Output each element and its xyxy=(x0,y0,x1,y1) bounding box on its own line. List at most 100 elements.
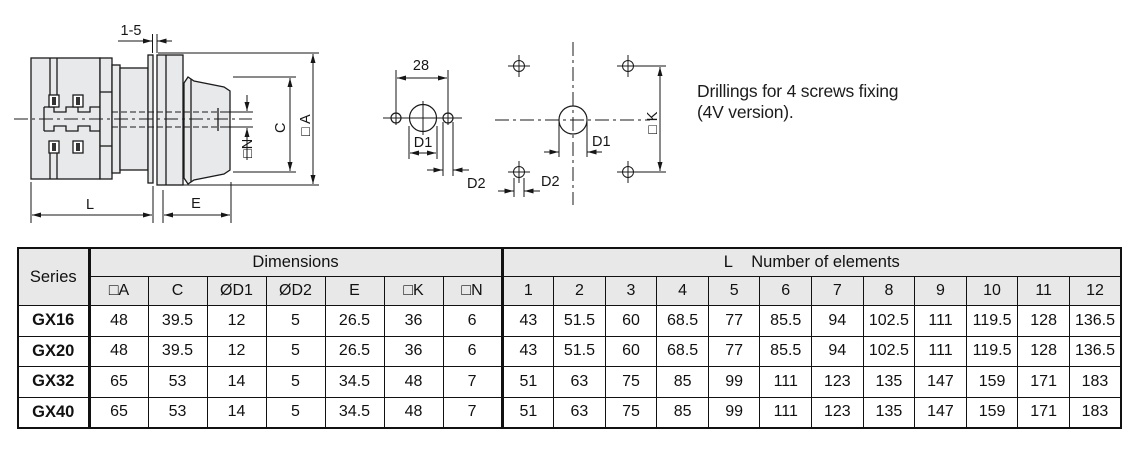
length-value-cell: 135 xyxy=(862,396,916,428)
length-value-cell: 111 xyxy=(759,366,813,398)
dimension-value-cell: 5 xyxy=(265,335,326,367)
length-value-cell: 94 xyxy=(811,335,864,367)
length-value-cell: 123 xyxy=(811,396,864,428)
dimension-value-cell: 5 xyxy=(265,366,326,398)
length-value-cell: 75 xyxy=(604,366,658,398)
length-value-cell: 60 xyxy=(604,335,658,367)
element-count-header: 7 xyxy=(811,276,864,306)
dimensions-table: Series Dimensions L Number of elements □… xyxy=(17,247,1122,429)
element-count-header: 2 xyxy=(553,276,606,306)
length-value-cell: 51.5 xyxy=(553,305,606,337)
dimension-value-cell: 48 xyxy=(87,305,149,337)
dim-label-d1: D1 xyxy=(414,135,433,151)
element-count-header: 8 xyxy=(862,276,916,306)
dim-column-header: E xyxy=(324,276,385,306)
element-count-header: 9 xyxy=(914,276,967,306)
element-count-header: 4 xyxy=(656,276,709,306)
length-value-cell: 99 xyxy=(707,396,761,428)
element-count-header: 11 xyxy=(1017,276,1070,306)
length-value-cell: 183 xyxy=(1068,366,1122,398)
length-value-cell: 85 xyxy=(656,366,709,398)
table-row: GX40 65 53 14 5 34.5 48 7 51 63 75 85 99 111 123 135 147… xyxy=(17,396,1122,428)
dim-label-c: C xyxy=(273,123,289,133)
length-value-cell: 99 xyxy=(707,366,761,398)
length-value-cell: 51 xyxy=(500,396,555,428)
length-value-cell: 77 xyxy=(707,305,761,337)
dimension-value-cell: 48 xyxy=(87,335,149,367)
dim-label-d2-4v: D2 xyxy=(541,174,560,190)
note-line-2: (4V version). xyxy=(697,102,794,122)
drilling-two-holes xyxy=(383,101,462,135)
length-value-cell: 159 xyxy=(965,396,1019,428)
dimension-value-cell: 53 xyxy=(147,366,208,398)
length-value-cell: 75 xyxy=(604,396,658,428)
length-value-cell: 85.5 xyxy=(759,335,813,367)
length-value-cell: 43 xyxy=(500,305,555,337)
dim-column-header: □A xyxy=(87,276,149,306)
dimension-value-cell: 53 xyxy=(147,396,208,428)
dim-column-header: □K xyxy=(383,276,444,306)
dimension-value-cell: 65 xyxy=(87,366,149,398)
drilling-4v xyxy=(495,42,650,205)
series-name-cell: GX40 xyxy=(17,396,90,428)
dimension-value-cell: 26.5 xyxy=(324,305,385,337)
length-value-cell: 136.5 xyxy=(1068,335,1122,367)
dim-label-28: 28 xyxy=(413,58,429,74)
dim-column-header: C xyxy=(147,276,208,306)
length-value-cell: 51 xyxy=(500,366,555,398)
dim-label-n: □N xyxy=(240,139,256,158)
length-value-cell: 111 xyxy=(759,396,813,428)
dimension-value-cell: 36 xyxy=(383,305,444,337)
element-count-header: 5 xyxy=(707,276,761,306)
dimension-value-cell: 14 xyxy=(206,396,267,428)
length-value-cell: 111 xyxy=(914,305,967,337)
element-count-header: 12 xyxy=(1068,276,1122,306)
length-value-cell: 77 xyxy=(707,335,761,367)
dimension-drawing-svg: 1-5 L E □N C □ A 28 D1 D2 xyxy=(14,23,666,223)
note-line-1: Drillings for 4 screws fixing xyxy=(697,81,899,101)
dimension-value-cell: 65 xyxy=(87,396,149,428)
drilling-two-holes-dims xyxy=(395,70,469,176)
side-view-dimensions xyxy=(30,34,319,223)
length-value-cell: 128 xyxy=(1017,305,1070,337)
dimension-value-cell: 39.5 xyxy=(147,335,208,367)
dim-label-e: E xyxy=(191,196,201,212)
drilling-note: Drillings for 4 screws fixing (4V versio… xyxy=(697,81,997,123)
drilling-4v-dims xyxy=(498,65,666,197)
dimension-value-cell: 48 xyxy=(383,366,444,398)
length-value-cell: 123 xyxy=(811,366,864,398)
length-value-cell: 63 xyxy=(553,366,606,398)
series-column-header: Series xyxy=(17,247,91,306)
length-value-cell: 85 xyxy=(656,396,709,428)
length-value-cell: 183 xyxy=(1068,396,1122,428)
series-name-cell: GX16 xyxy=(17,305,90,337)
length-value-cell: 102.5 xyxy=(862,335,916,367)
length-value-cell: 128 xyxy=(1017,335,1070,367)
element-count-header: 1 xyxy=(500,276,555,306)
dim-column-header: ØD2 xyxy=(265,276,326,306)
dimension-value-cell: 36 xyxy=(383,335,444,367)
dimension-value-cell: 26.5 xyxy=(324,335,385,367)
length-value-cell: 136.5 xyxy=(1068,305,1122,337)
series-name-cell: GX32 xyxy=(17,366,90,398)
dimensions-table-wrap: Series Dimensions L Number of elements □… xyxy=(17,247,1122,429)
dimension-value-cell: 6 xyxy=(442,335,503,367)
dim-column-header: □N xyxy=(442,276,503,306)
table-row: GX20 48 39.5 12 5 26.5 36 6 43 51.5 60 68.5 77 85.5 94… xyxy=(17,335,1122,367)
switch-side-view xyxy=(14,54,252,186)
element-count-header: 10 xyxy=(965,276,1019,306)
length-value-cell: 119.5 xyxy=(965,335,1019,367)
dim-label-panel-thickness: 1-5 xyxy=(121,23,142,39)
length-value-cell: 171 xyxy=(1017,396,1070,428)
length-value-cell: 147 xyxy=(914,366,967,398)
dimensions-group-header: Dimensions xyxy=(88,247,503,277)
length-value-cell: 51.5 xyxy=(553,335,606,367)
length-value-cell: 119.5 xyxy=(965,305,1019,337)
length-value-cell: 94 xyxy=(811,305,864,337)
length-value-cell: 159 xyxy=(965,366,1019,398)
dim-column-header: ØD1 xyxy=(206,276,267,306)
dim-label-d2: D2 xyxy=(467,176,486,192)
dim-label-l: L xyxy=(86,197,94,213)
length-value-cell: 111 xyxy=(914,335,967,367)
length-value-cell: 63 xyxy=(553,396,606,428)
